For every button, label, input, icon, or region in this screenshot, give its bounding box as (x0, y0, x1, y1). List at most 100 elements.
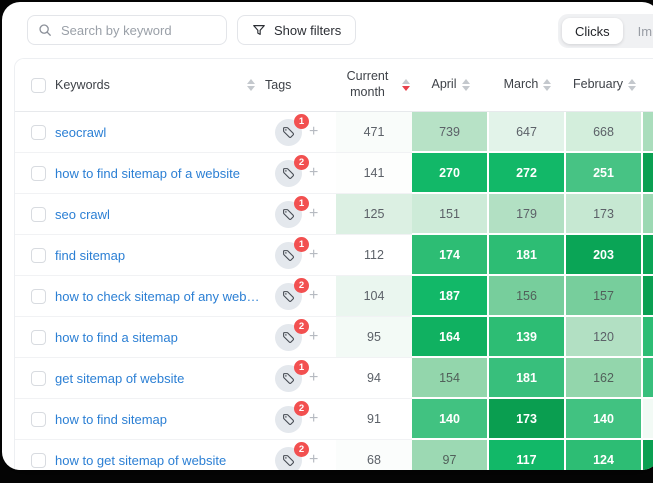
heatmap-cell: 647 (489, 112, 566, 153)
keyword-link[interactable]: how to get sitemap of website (55, 452, 227, 468)
heatmap-cell: 120 (566, 317, 643, 358)
add-tag-button[interactable]: + (309, 369, 319, 386)
keyword-link[interactable]: how to find sitemap (55, 411, 168, 427)
keyword-link[interactable]: find sitemap (55, 247, 126, 263)
column-header-keywords[interactable]: Keywords (15, 59, 263, 112)
heatmap-cell: 164 (412, 317, 489, 358)
tag-icon (282, 413, 295, 426)
column-label-current_month: Current month (346, 69, 389, 99)
metric-toggle: Clicks Impressions (558, 14, 653, 48)
sort-icon-april[interactable] (461, 79, 470, 91)
sort-icon-february[interactable] (628, 79, 637, 91)
heatmap-cell: 97 (412, 440, 489, 470)
row-checkbox[interactable] (31, 370, 46, 386)
tag-count-badge: 2 (294, 277, 309, 293)
heatmap-cell: 157 (566, 276, 643, 317)
heatmap-cell: 203 (566, 235, 643, 276)
heatmap-cell: 97 (643, 399, 653, 440)
current-month-cell: 141 (336, 153, 412, 194)
heatmap-cell: 179 (489, 194, 566, 235)
row-checkbox[interactable] (31, 329, 46, 345)
tag-button[interactable]: 1 (275, 195, 309, 228)
row-checkbox[interactable] (31, 124, 46, 140)
column-header-february[interactable]: February (566, 59, 643, 112)
heatmap-cell: 270 (412, 153, 489, 194)
heatmap-cell: 181 (489, 235, 566, 276)
show-filters-label: Show filters (274, 22, 342, 38)
search-input[interactable] (59, 21, 216, 39)
tag-count-badge: 1 (294, 195, 309, 211)
tag-icon (282, 372, 295, 385)
heatmap-cell: 220 (643, 276, 653, 317)
heatmap-cell: 272 (489, 153, 566, 194)
tag-count-badge: 2 (294, 400, 309, 416)
current-month-cell: 104 (336, 276, 412, 317)
tag-button[interactable]: 1 (275, 236, 309, 269)
add-tag-button[interactable]: + (309, 410, 319, 427)
column-header-april[interactable]: April (412, 59, 489, 112)
add-tag-button[interactable]: + (309, 246, 319, 263)
sort-icon-current_month[interactable] (402, 79, 410, 91)
heatmap-cell: 207 (643, 235, 653, 276)
tag-count-badge: 1 (294, 236, 309, 252)
keyword-link[interactable]: how to find sitemap of a website (55, 165, 240, 181)
column-header-march[interactable]: March (489, 59, 566, 112)
add-tag-button[interactable]: + (309, 287, 319, 304)
show-filters-button[interactable]: Show filters (237, 15, 357, 45)
tag-button[interactable]: 2 (275, 318, 309, 351)
column-header-tags: Tags (263, 59, 336, 112)
heatmap-cell: 140 (412, 399, 489, 440)
toggle-option-impressions[interactable]: Impressions (637, 23, 653, 39)
table-row: get sitemap of website 1+94154181162177 (15, 358, 653, 399)
row-checkbox[interactable] (31, 165, 46, 181)
heatmap-cell: 173 (489, 399, 566, 440)
keyword-link[interactable]: get sitemap of website (55, 370, 185, 386)
tag-button[interactable]: 1 (275, 113, 309, 146)
tag-button[interactable]: 2 (275, 277, 309, 310)
tag-count-badge: 2 (294, 441, 309, 457)
heatmap-cell: 177 (643, 358, 653, 399)
add-tag-button[interactable]: + (309, 328, 319, 345)
add-tag-button[interactable]: + (309, 451, 319, 468)
select-all-checkbox[interactable] (31, 77, 46, 93)
keywords-table-wrap: Keywords Tags Current month April March Febru… (14, 58, 653, 470)
heatmap-cell: 139 (489, 317, 566, 358)
table-row: how to check sitemap of any website 2 +104… (15, 276, 653, 317)
row-checkbox[interactable] (31, 288, 46, 304)
heatmap-cell: 140 (566, 399, 643, 440)
heatmap-cell: 181 (489, 358, 566, 399)
tag-icon (282, 167, 295, 180)
tag-button[interactable]: 2 (275, 441, 309, 470)
add-tag-button[interactable]: + (309, 205, 319, 222)
sort-icon-keywords[interactable] (247, 79, 255, 91)
add-tag-button[interactable]: + (309, 123, 319, 140)
toggle-option-clicks[interactable]: Clicks (562, 18, 623, 44)
keyword-link[interactable]: how to check sitemap of any website (55, 288, 263, 304)
row-checkbox[interactable] (31, 411, 46, 427)
tag-button[interactable]: 2 (275, 154, 309, 187)
tag-button[interactable]: 1 (275, 359, 309, 392)
heatmap-cell: 739 (412, 112, 489, 153)
sort-icon-march[interactable] (543, 79, 552, 91)
table-row: find sitemap 1+112174181203207 (15, 235, 653, 276)
current-month-cell: 125 (336, 194, 412, 235)
add-tag-button[interactable]: + (309, 164, 319, 181)
app-card: Show filters Clicks Impressions Keywords… (2, 2, 653, 470)
current-month-cell: 95 (336, 317, 412, 358)
keyword-link[interactable]: how to find a sitemap (55, 329, 178, 345)
table-row: how to get sitemap of website 2 +68 97 117 12… (15, 440, 653, 470)
tag-button[interactable]: 2 (275, 400, 309, 433)
keyword-link[interactable]: seocrawl (55, 124, 107, 140)
row-checkbox[interactable] (31, 452, 46, 468)
table-row: seocrawl 1+471739647668807 (15, 112, 653, 153)
column-header-january[interactable]: January (643, 59, 653, 112)
row-checkbox[interactable] (31, 206, 46, 222)
column-header-current_month[interactable]: Current month (336, 59, 412, 112)
column-label-march: March (503, 77, 539, 92)
search-box[interactable] (27, 15, 227, 45)
keyword-link[interactable]: seo crawl (55, 206, 110, 222)
table-row: seo crawl 1+125151179173193 (15, 194, 653, 235)
row-checkbox[interactable] (31, 247, 46, 263)
search-icon (39, 24, 51, 36)
funnel-icon (253, 25, 265, 35)
